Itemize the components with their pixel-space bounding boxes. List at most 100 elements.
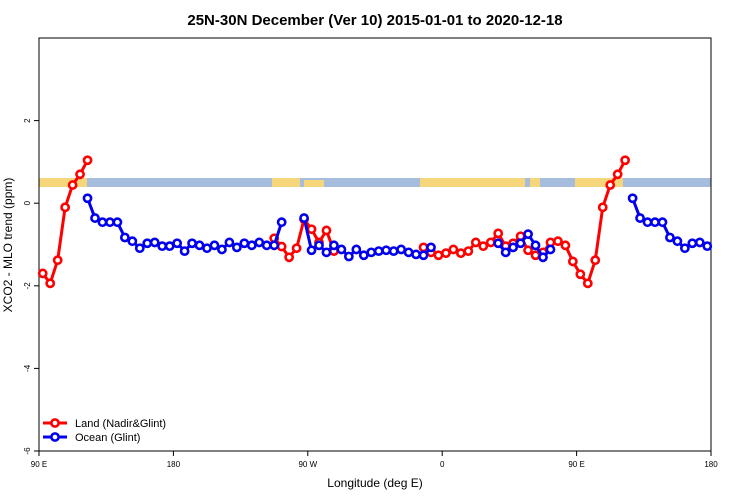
data-point xyxy=(605,180,616,190)
data-point xyxy=(224,237,235,248)
data-point xyxy=(679,243,690,254)
data-point xyxy=(299,213,309,223)
land-mask-strip xyxy=(39,178,711,187)
data-point xyxy=(202,243,212,254)
data-point xyxy=(493,238,504,249)
legend-label: Ocean (Glint) xyxy=(75,432,140,444)
data-point xyxy=(515,238,526,249)
legend-marker xyxy=(50,418,60,428)
data-point xyxy=(291,243,302,254)
y-tick-label: 0 xyxy=(23,200,32,205)
data-point xyxy=(112,217,123,228)
data-point xyxy=(157,241,168,252)
data-point xyxy=(485,237,496,248)
data-point xyxy=(530,250,541,261)
data-point xyxy=(500,247,511,258)
data-point xyxy=(455,248,466,259)
data-point xyxy=(582,278,593,289)
chart-title: 25N-30N December (Ver 10) 2015-01-01 to … xyxy=(187,12,562,29)
data-point xyxy=(172,238,183,249)
y-tick-label: 2 xyxy=(23,118,32,123)
data-point xyxy=(284,252,295,263)
y-axis-label: XCO2 - MLO trend (ppm) xyxy=(1,178,15,313)
data-point xyxy=(105,217,115,228)
data-point xyxy=(194,240,205,251)
data-point xyxy=(545,244,556,255)
data-point xyxy=(97,217,108,228)
data-point xyxy=(276,217,287,228)
data-point xyxy=(119,232,130,243)
data-point xyxy=(276,241,287,252)
data-point xyxy=(426,242,436,253)
data-point xyxy=(538,252,548,263)
data-point xyxy=(269,240,280,251)
data-point xyxy=(52,255,63,266)
data-point xyxy=(306,224,317,235)
data-point xyxy=(321,247,332,258)
data-point xyxy=(396,244,407,255)
data-point xyxy=(627,193,638,204)
data-point xyxy=(530,240,541,251)
data-point xyxy=(590,255,601,266)
data-point xyxy=(254,237,265,248)
data-point xyxy=(381,245,392,256)
y-tick-label: -2 xyxy=(23,282,32,290)
data-point xyxy=(567,256,578,267)
data-point xyxy=(336,244,347,255)
data-point xyxy=(179,246,190,257)
y-tick-label: -4 xyxy=(23,364,32,372)
data-point xyxy=(470,237,481,248)
data-point xyxy=(209,240,220,251)
data-point xyxy=(523,245,533,256)
data-point xyxy=(306,245,317,256)
y-tick-label: -6 xyxy=(23,447,32,455)
data-point xyxy=(127,236,138,247)
data-point xyxy=(358,250,369,261)
data-point xyxy=(650,217,660,228)
data-point xyxy=(560,240,571,251)
data-point xyxy=(187,238,197,249)
data-point xyxy=(441,248,451,259)
data-point xyxy=(217,244,227,255)
data-point xyxy=(314,240,324,251)
data-point xyxy=(620,155,631,166)
legend-item: Land (Nadir&Glint) xyxy=(43,418,166,430)
data-point xyxy=(343,251,354,262)
data-point xyxy=(90,213,100,223)
x-tick-label: 90 W xyxy=(298,460,317,469)
data-point xyxy=(60,202,71,213)
data-point xyxy=(418,242,429,253)
data-point xyxy=(231,242,242,253)
data-point xyxy=(321,225,332,236)
data-point xyxy=(657,217,668,228)
data-point xyxy=(553,236,563,247)
data-point xyxy=(642,217,653,228)
data-point xyxy=(45,278,56,289)
data-point xyxy=(366,247,377,258)
data-point xyxy=(493,228,504,239)
data-point xyxy=(508,242,519,253)
data-point xyxy=(134,243,145,254)
x-tick-label: 180 xyxy=(704,460,718,469)
data-point xyxy=(67,180,78,190)
data-point xyxy=(478,241,489,252)
data-point xyxy=(672,236,683,247)
data-point xyxy=(246,240,257,251)
data-point xyxy=(612,169,623,180)
data-point xyxy=(433,250,444,261)
data-point xyxy=(448,244,459,255)
data-point xyxy=(575,269,586,280)
data-point xyxy=(37,268,48,279)
data-point xyxy=(597,202,608,213)
x-axis-label: Longitude (deg E) xyxy=(327,476,422,490)
legend-label: Land (Nadir&Glint) xyxy=(75,418,166,430)
x-tick-label: 90 E xyxy=(568,460,584,469)
x-tick-label: 90 E xyxy=(31,460,47,469)
data-point xyxy=(694,237,705,248)
data-point xyxy=(463,246,474,257)
data-point xyxy=(635,213,645,223)
data-point xyxy=(418,250,429,261)
x-tick-label: 0 xyxy=(440,460,445,469)
data-point xyxy=(702,241,713,252)
